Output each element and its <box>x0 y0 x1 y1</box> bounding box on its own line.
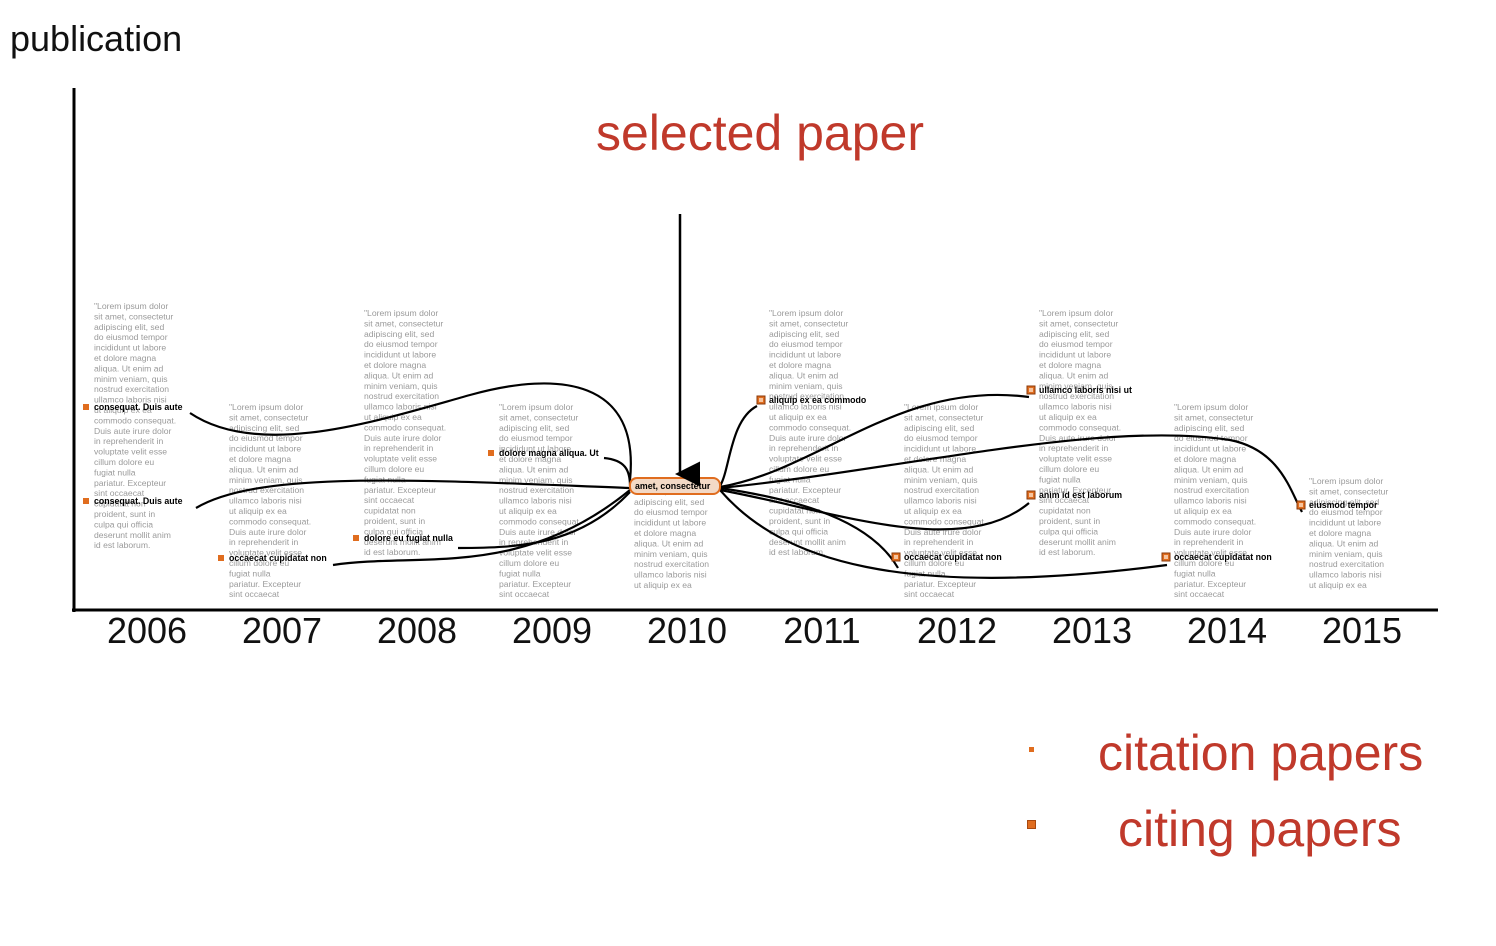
citation-marker-icon <box>83 498 89 504</box>
citation-paper[interactable]: consequat. Duis aute <box>83 402 183 412</box>
year-label-2015: 2015 <box>1322 610 1402 651</box>
year-label-2013: 2013 <box>1052 610 1132 651</box>
citing-paper[interactable]: occaecat cupidatat non <box>891 552 1002 562</box>
citation-marker-icon <box>83 404 89 410</box>
year-label-2008: 2008 <box>377 610 457 651</box>
year-label-2009: 2009 <box>512 610 592 651</box>
selected-paper-node[interactable]: amet, consectetur <box>629 477 721 495</box>
citing-link <box>719 393 1030 489</box>
citing-paper[interactable]: anim id est laborum <box>1026 490 1122 500</box>
citation-paper[interactable]: consequat. Duis aute <box>83 496 183 506</box>
citing-link <box>719 434 1303 513</box>
year-label-2012: 2012 <box>917 610 997 651</box>
citing-paper-title: ullamco laboris nisi ut <box>1039 385 1132 395</box>
year-label-2014: 2014 <box>1187 610 1267 651</box>
citation-link <box>603 456 632 487</box>
citing-paper[interactable]: aliquip ex ea commodo <box>756 395 867 405</box>
citation-marker-icon <box>488 450 494 456</box>
citing-paper-title: occaecat cupidatat non <box>1174 552 1272 562</box>
citation-paper-title: dolore eu fugiat nulla <box>364 533 453 543</box>
citation-paper-title: consequat. Duis aute <box>94 496 183 506</box>
year-label-2011: 2011 <box>783 610 860 651</box>
year-label-2007: 2007 <box>242 610 322 651</box>
citation-paper-title: dolore magna aliqua. Ut <box>499 448 599 458</box>
citing-link <box>719 488 1030 531</box>
year-label-2006: 2006 <box>107 610 187 651</box>
citing-link <box>719 489 1168 579</box>
selected-paper-title: amet, consectetur <box>635 481 711 491</box>
year-label-2010: 2010 <box>647 610 727 651</box>
citing-paper-title: occaecat cupidatat non <box>904 552 1002 562</box>
citation-marker-icon <box>353 535 359 541</box>
citation-paper[interactable]: dolore eu fugiat nulla <box>353 533 453 543</box>
citation-link <box>457 491 631 550</box>
citing-link <box>719 405 758 487</box>
citing-paper-title: aliquip ex ea commodo <box>769 395 867 405</box>
citation-link <box>195 479 631 509</box>
citing-paper[interactable]: eiusmod tempor <box>1296 500 1378 510</box>
citation-marker-icon <box>218 555 224 561</box>
citing-paper-title: eiusmod tempor <box>1309 500 1378 510</box>
citing-marker-icon <box>1027 820 1036 829</box>
citation-paper-title: occaecat cupidatat non <box>229 553 327 563</box>
citing-paper-title: anim id est laborum <box>1039 490 1122 500</box>
citing-paper[interactable]: occaecat cupidatat non <box>1161 552 1272 562</box>
citation-paper[interactable]: dolore magna aliqua. Ut <box>488 448 599 458</box>
citation-paper-title: consequat. Duis aute <box>94 402 183 412</box>
legend-citing-label: citing papers <box>1118 801 1402 857</box>
citing-paper[interactable]: ullamco laboris nisi ut <box>1026 385 1132 395</box>
selected-paper-callout: selected paper <box>595 105 924 161</box>
citation-paper[interactable]: occaecat cupidatat non <box>218 553 327 563</box>
citation-link <box>189 382 632 481</box>
citation-marker-icon <box>1029 747 1034 752</box>
legend-citation-label: citation papers <box>1098 725 1424 781</box>
y-axis-label: publication <box>10 18 183 59</box>
citation-link <box>332 489 631 567</box>
